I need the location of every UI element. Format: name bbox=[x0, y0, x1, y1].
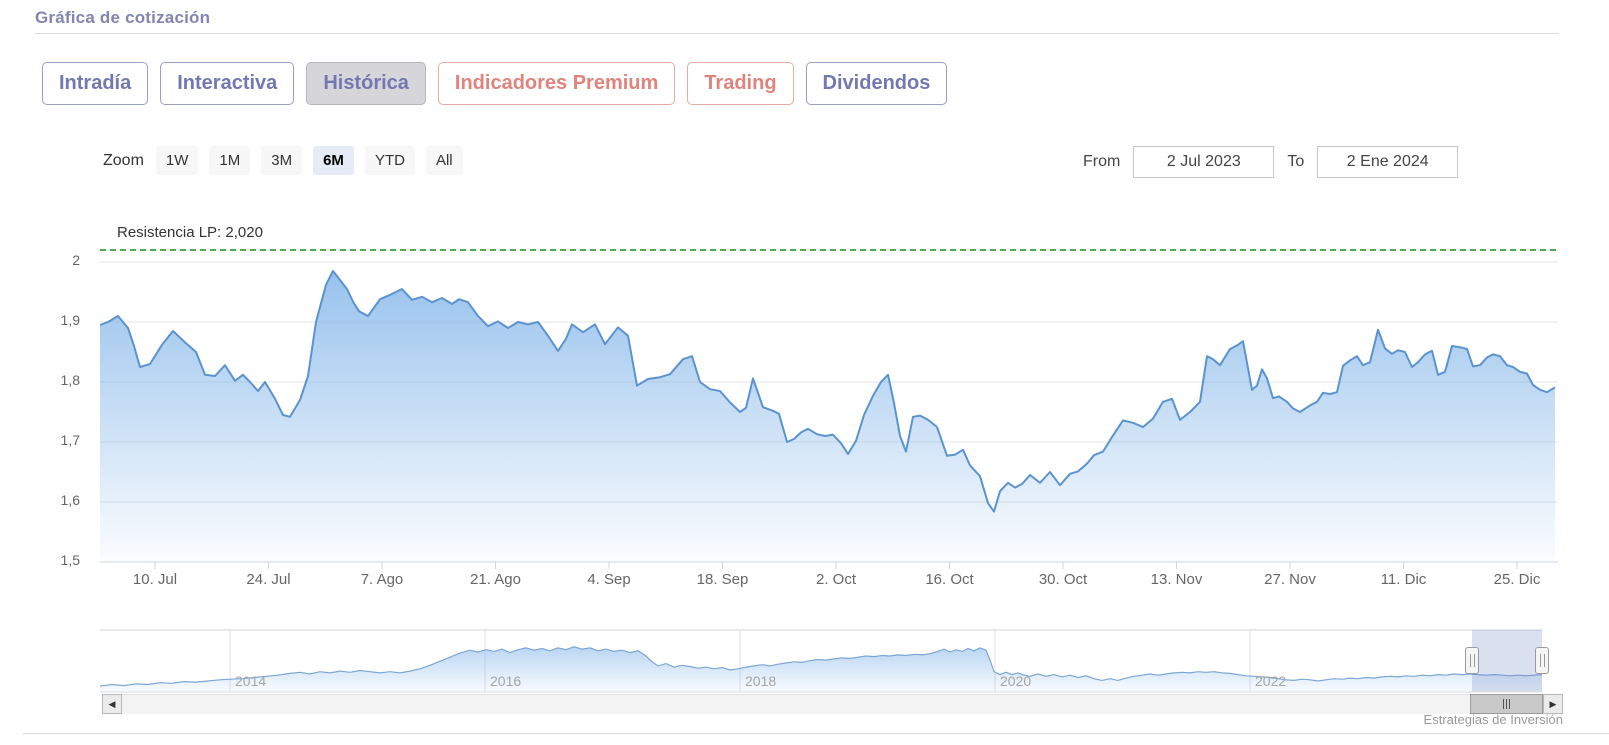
navigator-year-label: 2022 bbox=[1255, 673, 1287, 689]
scrollbar-thumb[interactable] bbox=[1470, 694, 1543, 714]
x-axis-label: 21. Ago bbox=[470, 571, 521, 588]
x-axis-label: 4. Sep bbox=[587, 571, 631, 588]
x-axis-label: 25. Dic bbox=[1493, 571, 1541, 588]
tab-trading[interactable]: Trading bbox=[687, 62, 794, 105]
y-axis-label: 2 bbox=[72, 252, 80, 268]
page-bottom-divider bbox=[23, 733, 1609, 734]
scrollbar-left-arrow-icon[interactable]: ◀ bbox=[102, 694, 122, 714]
price-area bbox=[100, 271, 1555, 562]
zoom-button-6m[interactable]: 6M bbox=[313, 146, 354, 175]
zoom-label: Zoom bbox=[103, 151, 144, 169]
zoom-button-ytd[interactable]: YTD bbox=[364, 146, 415, 175]
resistance-label: Resistencia LP: 2,020 bbox=[117, 224, 263, 241]
to-date-input[interactable] bbox=[1317, 146, 1459, 178]
watermark-credit: Estrategias de Inversión bbox=[1423, 712, 1563, 727]
x-axis-label: 16. Oct bbox=[925, 571, 974, 588]
x-axis-label: 30. Oct bbox=[1038, 571, 1088, 588]
tab-intrad-a[interactable]: Intradía bbox=[42, 62, 149, 105]
x-axis-label: 7. Ago bbox=[360, 571, 404, 588]
title-divider bbox=[35, 33, 1559, 34]
y-axis-label: 1,7 bbox=[60, 432, 80, 448]
navigator-year-label: 2016 bbox=[490, 673, 522, 689]
y-axis-label: 1,8 bbox=[60, 372, 80, 388]
scrollbar-right-arrow-icon[interactable]: ▶ bbox=[1543, 694, 1563, 714]
tab-dividendos[interactable]: Dividendos bbox=[805, 62, 948, 105]
from-label: From bbox=[1083, 153, 1121, 170]
tab-interactiva[interactable]: Interactiva bbox=[160, 62, 295, 105]
price-line bbox=[99, 270, 1556, 513]
navigator-year-label: 2014 bbox=[235, 673, 267, 689]
zoom-button-all[interactable]: All bbox=[425, 146, 463, 175]
zoom-toolbar: Zoom 1W 1M 3M 6M YTD All bbox=[103, 146, 474, 175]
tab-indicadores-premium[interactable]: Indicadores Premium bbox=[437, 62, 676, 105]
scrollbar: ◀ ▶ bbox=[102, 694, 1563, 714]
x-axis-label: 13. Nov bbox=[1150, 571, 1203, 588]
tab-bar: Intradía Interactiva Histórica Indicadores … bbox=[42, 62, 948, 105]
from-date-input[interactable] bbox=[1133, 146, 1275, 178]
range-selector: From To bbox=[1083, 146, 1459, 178]
x-axis-label: 11. Dic bbox=[1380, 571, 1427, 588]
navigator-selection[interactable] bbox=[1472, 630, 1542, 692]
navigator-year-label: 2020 bbox=[1000, 673, 1032, 689]
x-axis-label: 10. Jul bbox=[132, 571, 178, 588]
y-axis-label: 1,5 bbox=[60, 552, 80, 568]
y-axis-label: 1,6 bbox=[60, 492, 80, 508]
navigator-year-label: 2018 bbox=[745, 673, 777, 689]
navigator-left-handle[interactable] bbox=[1465, 647, 1479, 674]
tab-hist-rica[interactable]: Histórica bbox=[306, 62, 426, 105]
to-label: To bbox=[1287, 153, 1305, 170]
x-axis-label: 18. Sep bbox=[696, 571, 749, 588]
scrollbar-track[interactable] bbox=[122, 694, 1543, 714]
zoom-button-1m[interactable]: 1M bbox=[209, 146, 251, 175]
x-axis-label: 24. Jul bbox=[246, 571, 291, 588]
grip-icon bbox=[1506, 699, 1507, 709]
x-axis-label: 27. Nov bbox=[1264, 571, 1316, 588]
navigator-right-handle[interactable] bbox=[1535, 647, 1549, 674]
grip-icon bbox=[1503, 699, 1504, 709]
page-title: Gráfica de cotización bbox=[35, 8, 211, 27]
navigator-area bbox=[100, 646, 1542, 692]
navigator-line bbox=[99, 646, 1543, 687]
zoom-button-3m[interactable]: 3M bbox=[261, 146, 303, 175]
zoom-button-group: 1W 1M 3M 6M YTD All bbox=[155, 146, 474, 175]
grip-icon bbox=[1509, 699, 1510, 709]
zoom-button-1w[interactable]: 1W bbox=[155, 146, 199, 175]
x-axis-label: 2. Oct bbox=[815, 571, 856, 588]
y-axis-label: 1,9 bbox=[60, 312, 80, 328]
